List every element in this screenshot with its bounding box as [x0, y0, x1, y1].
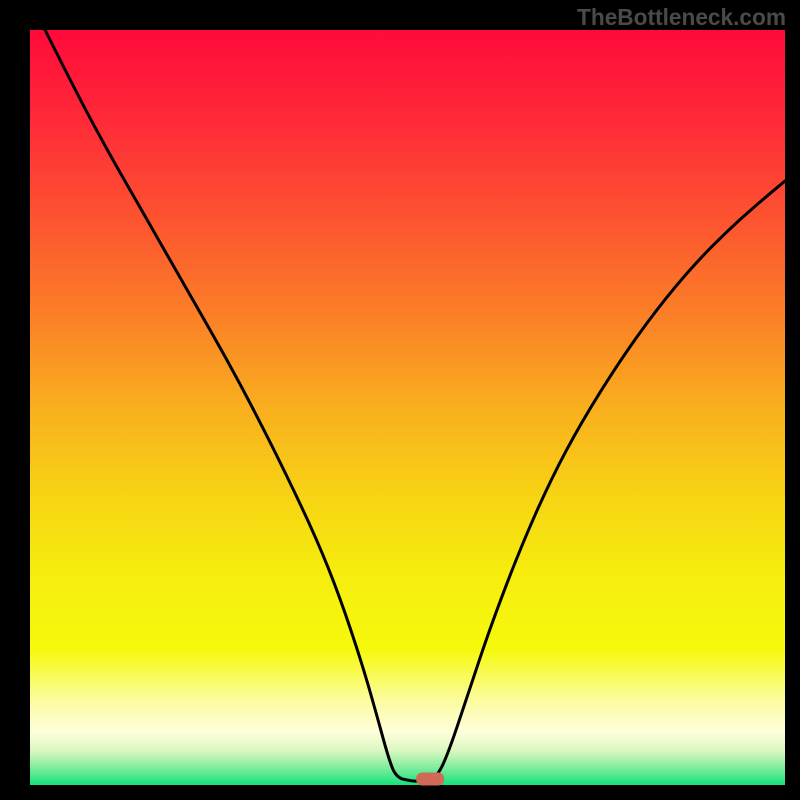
optimal-marker [416, 772, 444, 785]
plot-background [30, 30, 785, 785]
watermark-text: TheBottleneck.com [577, 4, 786, 31]
chart-container: TheBottleneck.com [0, 0, 800, 800]
bottleneck-curve-chart [0, 0, 800, 800]
